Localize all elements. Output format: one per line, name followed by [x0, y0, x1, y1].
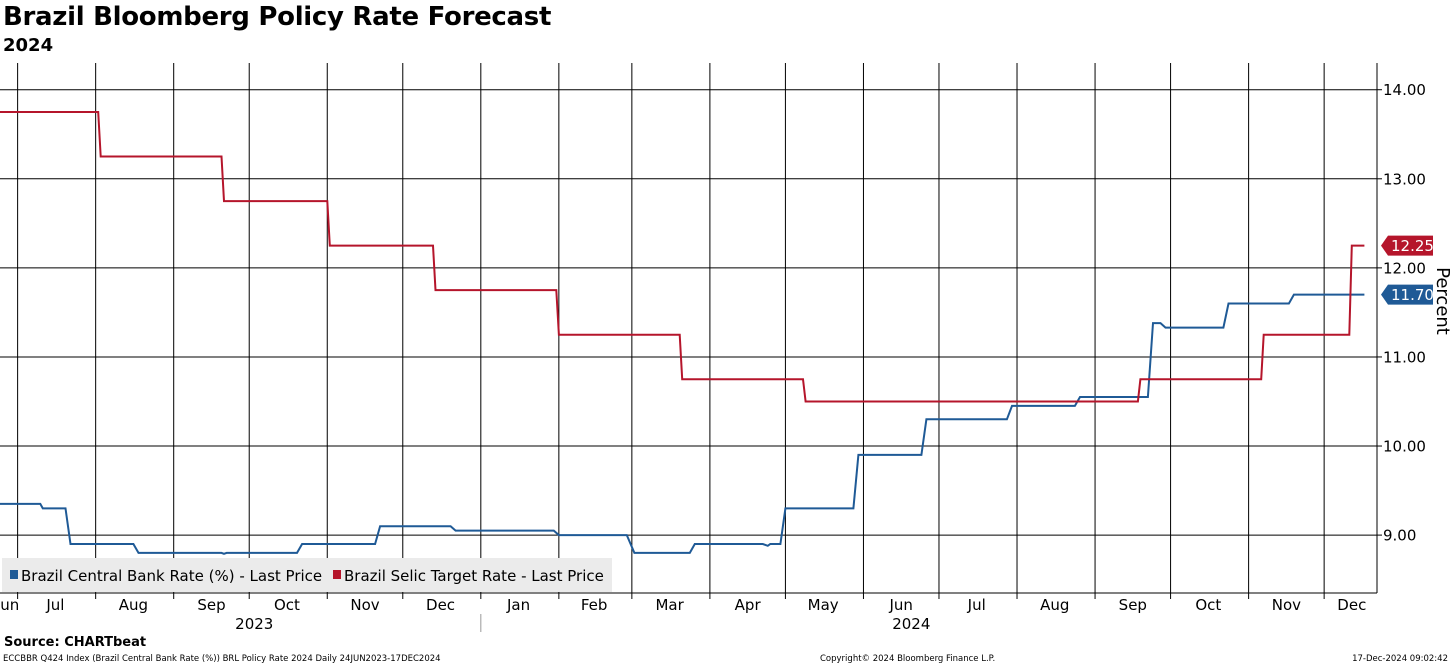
x-tick-label: Feb	[581, 596, 608, 614]
footer-copyright: Copyright© 2024 Bloomberg Finance L.P.	[820, 654, 996, 664]
x-axis: Jun Jul Aug Sep Oct Nov Dec Jan Feb Mar Apr May Jun J…	[0, 593, 1366, 633]
legend-swatch	[10, 570, 18, 579]
footer-timestamp: 17-Dec-2024 09:02:42	[1352, 654, 1448, 664]
source-note: Source: CHARTbeat	[4, 635, 147, 650]
y-tick-label: 13.00	[1383, 170, 1426, 188]
x-tick-label: Aug	[119, 596, 148, 614]
y-tick-label: 12.00	[1383, 259, 1426, 277]
legend-label: Brazil Selic Target Rate - Last Price	[344, 567, 604, 585]
y-tick-label: 11.00	[1383, 348, 1426, 366]
legend: Brazil Central Bank Rate (%) - Last Pric…	[2, 558, 612, 592]
chart-title: Brazil Bloomberg Policy Rate Forecast	[3, 2, 552, 32]
y-tick-label: 14.00	[1383, 81, 1426, 99]
footer-index-description: ECCBBR Q424 Index (Brazil Central Bank R…	[3, 654, 441, 664]
series-lines	[0, 111, 1365, 555]
x-tick-label: Sep	[197, 596, 225, 614]
year-label: 2023	[235, 615, 273, 633]
y-tick-label: 10.00	[1383, 438, 1426, 456]
x-tick-label: Nov	[1272, 596, 1301, 614]
x-tick-label: Mar	[655, 596, 684, 614]
last-value-text: 11.70	[1391, 286, 1434, 304]
x-tick-label: Jul	[45, 596, 64, 614]
year-label: 2024	[892, 615, 930, 633]
plot-frame	[0, 63, 1378, 594]
x-tick-label: Jun	[0, 596, 19, 614]
x-tick-label: Aug	[1040, 596, 1069, 614]
last-value-text: 12.25	[1391, 237, 1434, 255]
x-tick-label: Oct	[274, 596, 300, 614]
legend-label: Brazil Central Bank Rate (%) - Last Pric…	[21, 567, 322, 585]
series-line-2	[0, 111, 1365, 403]
x-tick-label: Sep	[1119, 596, 1147, 614]
x-tick-label: Oct	[1195, 596, 1221, 614]
legend-swatch	[333, 570, 341, 579]
y-axis-label: Percent	[1432, 267, 1453, 335]
x-tick-label: Dec	[426, 596, 455, 614]
x-tick-label: Jun	[888, 596, 912, 614]
x-tick-label: May	[808, 596, 839, 614]
x-tick-label: Apr	[735, 596, 762, 614]
last-value-labels: 11.70 12.25	[1381, 235, 1434, 305]
y-tick-label: 9.00	[1383, 527, 1416, 545]
last-value-tag	[1381, 284, 1433, 305]
legend-background	[2, 558, 612, 592]
x-tick-label: Dec	[1337, 596, 1366, 614]
x-tick-label: Jul	[967, 596, 986, 614]
series-line-1	[0, 293, 1365, 555]
last-value-tag	[1381, 235, 1433, 256]
chart-subtitle: 2024	[3, 35, 54, 56]
grid-lines	[0, 63, 1377, 593]
x-tick-label: Jan	[506, 596, 530, 614]
y-axis: 9.00 10.00 11.00 12.00 13.00 14.00 Percent	[1377, 81, 1453, 545]
x-tick-label: Nov	[350, 596, 379, 614]
